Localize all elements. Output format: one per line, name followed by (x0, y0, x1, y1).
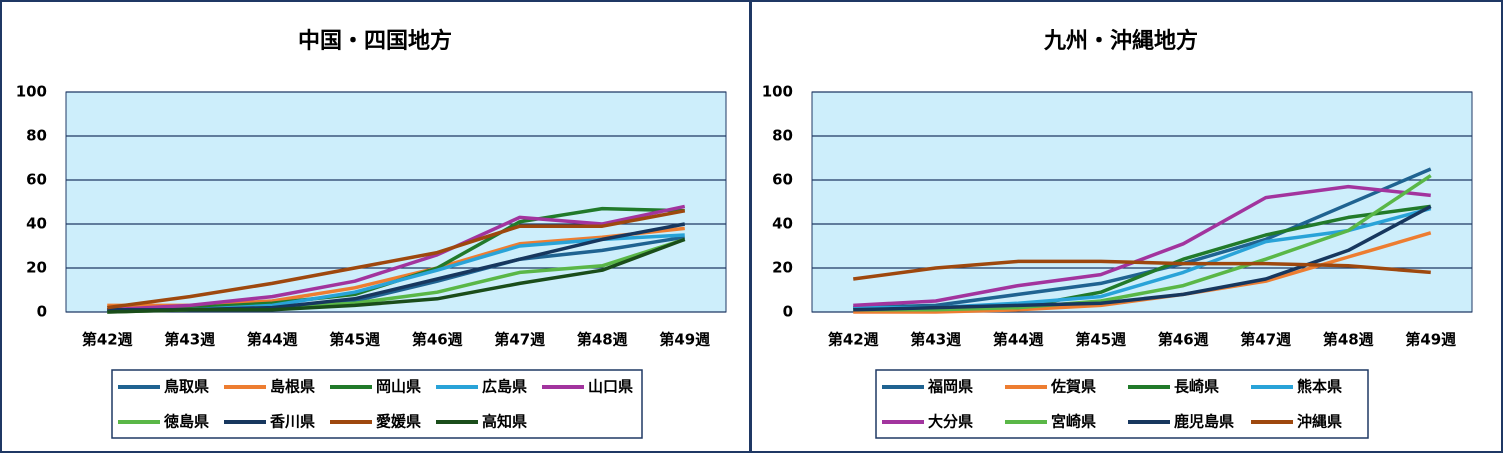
x-tick-label: 第47週 (1240, 331, 1291, 349)
legend-label: 愛媛県 (376, 413, 421, 431)
y-tick-label: 100 (16, 83, 47, 101)
y-tick-label: 40 (26, 215, 47, 233)
x-tick-label: 第46週 (412, 331, 463, 349)
y-tick-label: 80 (26, 127, 47, 145)
chart-title: 九州・沖縄地方 (1043, 28, 1198, 54)
legend-label: 広島県 (482, 378, 527, 396)
x-tick-label: 第44週 (247, 331, 298, 349)
chart-title: 中国・四国地方 (298, 28, 452, 54)
x-tick-label: 第48週 (1323, 331, 1374, 349)
legend-box (111, 369, 643, 439)
legend-label: 高知県 (482, 413, 527, 431)
series-line (853, 184, 1431, 308)
legend-label: 長崎県 (1174, 378, 1219, 396)
x-tick-label: 第48週 (577, 331, 628, 349)
legend-label: 熊本県 (1297, 378, 1342, 396)
y-tick-label: 0 (37, 303, 47, 321)
series-line (107, 237, 686, 314)
plot-area (811, 91, 1473, 313)
legend-label: 山口県 (588, 378, 633, 396)
y-tick-label: 0 (783, 303, 793, 321)
x-tick-label: 第45週 (1075, 331, 1126, 349)
legend-label: 佐賀県 (1050, 378, 1096, 396)
y-tick-label: 60 (772, 171, 793, 189)
y-tick-label: 40 (772, 215, 793, 233)
legend-label: 鹿児島県 (1174, 413, 1234, 431)
x-tick-label: 第47週 (494, 331, 545, 349)
legend-label: 宮崎県 (1051, 413, 1096, 431)
x-tick-label: 第43週 (910, 331, 961, 349)
legend-label: 島根県 (270, 378, 315, 396)
legend-label: 岡山県 (376, 378, 421, 396)
x-tick-label: 第43週 (164, 331, 215, 349)
y-tick-label: 20 (26, 259, 47, 277)
legend-label: 鳥取県 (164, 378, 209, 396)
x-tick-label: 第42週 (828, 331, 879, 349)
legend-box (875, 369, 1369, 439)
y-tick-label: 20 (772, 259, 793, 277)
legend-label: 沖縄県 (1297, 413, 1342, 431)
series-line (853, 204, 1432, 312)
legend-label: 徳島県 (163, 413, 209, 431)
y-tick-label: 100 (762, 83, 793, 101)
legend-label: 香川県 (270, 413, 315, 431)
y-tick-label: 80 (772, 127, 793, 145)
series-line (853, 259, 1431, 281)
series-line (853, 174, 1432, 312)
series-line (853, 167, 1432, 310)
x-tick-label: 第45週 (329, 331, 380, 349)
y-tick-label: 60 (26, 171, 47, 189)
x-tick-label: 第44週 (993, 331, 1044, 349)
x-tick-label: 第49週 (659, 331, 710, 349)
series-line (107, 204, 686, 312)
x-tick-label: 第49週 (1405, 331, 1456, 349)
series-line (107, 209, 686, 310)
legend-label: 福岡県 (927, 378, 973, 396)
legend-label: 大分県 (928, 413, 973, 431)
x-tick-label: 第46週 (1158, 331, 1209, 349)
x-tick-label: 第42週 (82, 331, 133, 349)
